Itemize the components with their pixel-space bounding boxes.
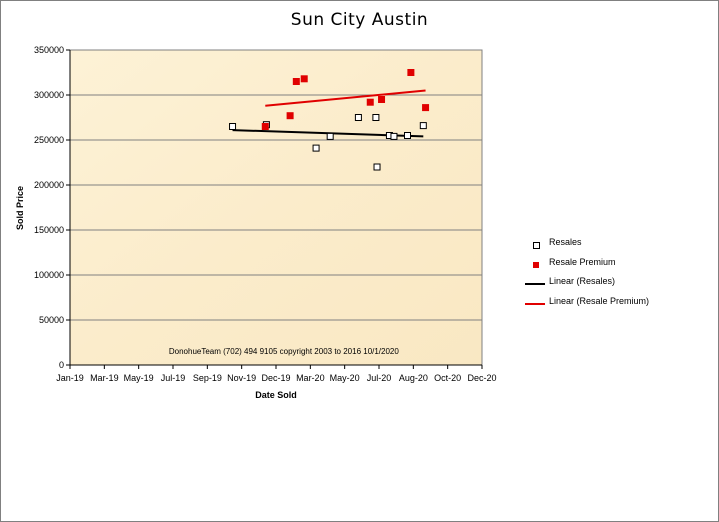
legend-item-linear-resales: Linear (Resales) xyxy=(525,275,705,295)
resales-point xyxy=(390,132,398,140)
resale-premium-point xyxy=(300,75,308,83)
resale-premium-point xyxy=(292,78,300,85)
x-tick-label: May-19 xyxy=(124,373,154,383)
x-tick-label: Dec-19 xyxy=(261,373,290,383)
resale-premium-point xyxy=(261,123,269,130)
filled-square-marker-icon xyxy=(533,261,539,268)
red-line-icon xyxy=(525,302,545,305)
y-tick-label: 250000 xyxy=(34,135,64,145)
copyright-annotation: DonohueTeam (702) 494 9105 copyright 200… xyxy=(169,347,400,356)
resale-premium-point xyxy=(286,112,294,120)
legend-item-linear-resale-premium: Linear (Resale Premium) xyxy=(525,295,705,315)
y-tick-label: 150000 xyxy=(34,225,64,235)
chart-title: Sun City Austin xyxy=(290,10,429,30)
resales-point xyxy=(312,144,320,152)
resales-point xyxy=(229,123,237,130)
resales-point xyxy=(326,132,334,140)
x-tick-label: Nov-19 xyxy=(227,373,256,383)
black-line-icon xyxy=(525,283,545,285)
open-square-marker-icon xyxy=(533,242,540,249)
resales-point xyxy=(372,114,380,121)
legend-item-resale-premium: Resale Premium xyxy=(525,256,705,276)
resale-premium-point xyxy=(407,69,415,76)
y-tick-label: 0 xyxy=(59,360,64,370)
y-tick-label: 300000 xyxy=(34,90,64,100)
legend-label: Resales xyxy=(549,237,582,247)
legend-label: Resale Premium xyxy=(549,256,616,267)
x-tick-label: Jan-19 xyxy=(56,373,84,383)
x-axis-label: Date Sold xyxy=(255,390,297,400)
x-tick-label: Dec-20 xyxy=(467,373,496,383)
resales-point xyxy=(419,122,427,130)
x-tick-label: Sep-19 xyxy=(193,373,222,383)
resale-premium-point xyxy=(366,98,374,106)
y-tick-label: 100000 xyxy=(34,270,64,280)
legend: Resales Resale Premium Linear (Resales) … xyxy=(525,236,705,314)
y-tick-label: 350000 xyxy=(34,45,64,55)
legend-item-resales: Resales xyxy=(525,236,705,256)
legend-label: Linear (Resales) xyxy=(549,276,616,286)
plot-area xyxy=(69,49,483,366)
x-tick-label: Jul-19 xyxy=(161,373,186,383)
resales-point xyxy=(354,114,362,121)
resales-point xyxy=(373,163,381,171)
x-tick-label: Mar-19 xyxy=(90,373,119,383)
x-tick-label: May-20 xyxy=(330,373,360,383)
x-tick-label: Mar-20 xyxy=(296,373,325,383)
x-tick-label: Aug-20 xyxy=(399,373,428,383)
legend-label: Linear (Resale Premium) xyxy=(549,295,650,306)
resales-point xyxy=(404,132,412,139)
y-tick-label: 200000 xyxy=(34,180,64,190)
y-tick-label: 50000 xyxy=(39,315,64,325)
resale-premium-point xyxy=(378,96,386,103)
x-tick-label: Jul-20 xyxy=(367,373,392,383)
x-tick-label: Oct-20 xyxy=(434,373,461,383)
resale-premium-point xyxy=(422,104,430,112)
trendline xyxy=(265,89,426,107)
